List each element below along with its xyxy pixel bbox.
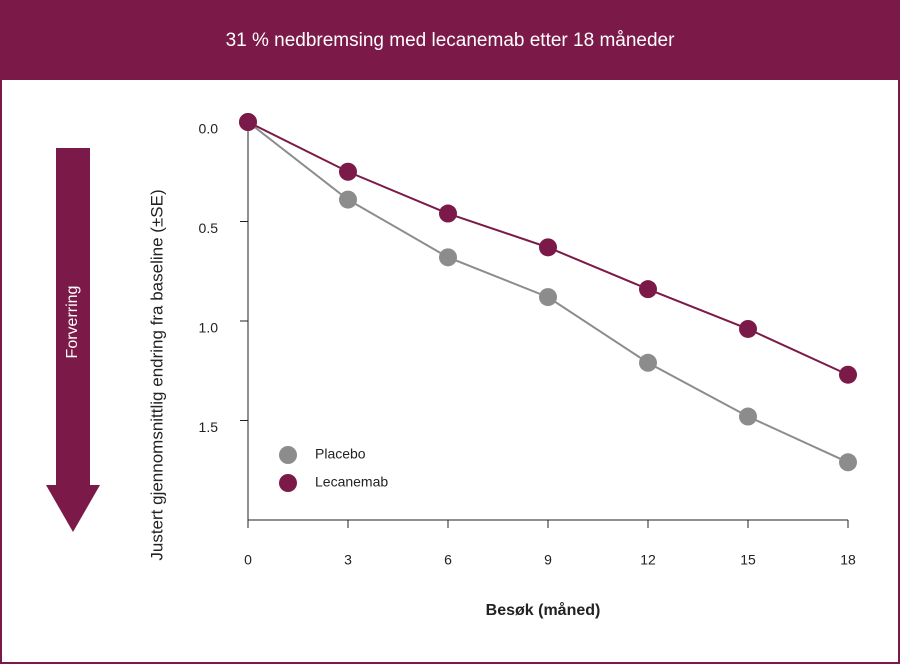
x-tick-label: 3 [344,552,352,568]
legend-marker [279,446,297,464]
data-point [739,319,757,338]
annotation: Forverring [64,286,81,359]
arrow-shaft [56,148,90,486]
legend-label: Placebo [315,446,366,462]
legend-label: Lecanemab [315,474,388,490]
header [0,0,900,80]
data-point [839,365,857,384]
data-point [239,113,257,131]
data-point [539,288,557,307]
arrow-head [46,485,100,532]
data-point [339,162,357,181]
x-tick-label: 12 [640,552,656,568]
y-tick-label: 0.0 [199,121,219,137]
data-point [439,248,457,267]
y-tick-label: 1.0 [199,320,219,336]
chart-title: 31 % nedbremsing med lecanemab etter 18 … [226,30,676,51]
data-point [739,407,757,426]
data-point [839,453,857,472]
data-point [439,204,457,223]
data-point [339,190,357,209]
data-point [639,353,657,372]
y-axis-label: Justert gjennomsnittlig endring fra base… [147,189,166,560]
data-point [639,280,657,299]
data-point [539,238,557,257]
y-tick-label: 1.5 [199,419,219,435]
x-tick-label: 0 [244,552,252,568]
x-tick-label: 6 [444,552,452,568]
x-tick-label: 15 [740,552,756,568]
x-tick-label: 9 [544,552,552,568]
y-tick-label: 0.5 [199,220,219,236]
x-axis-label: Besøk (måned) [486,601,601,619]
legend-marker [279,474,297,492]
x-tick-label: 18 [840,552,856,568]
